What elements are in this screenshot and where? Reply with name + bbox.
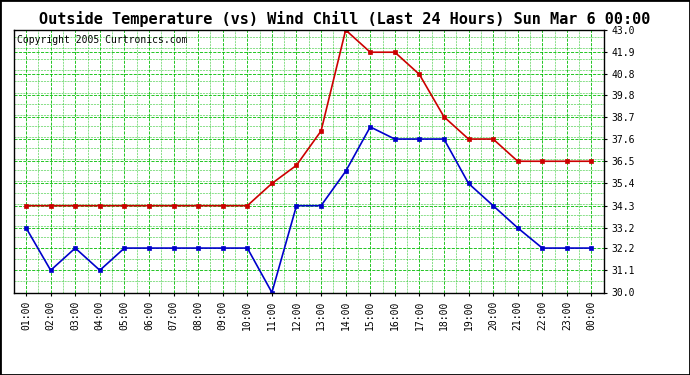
Text: Outside Temperature (vs) Wind Chill (Last 24 Hours) Sun Mar 6 00:00: Outside Temperature (vs) Wind Chill (Las… (39, 11, 651, 27)
Text: Copyright 2005 Curtronics.com: Copyright 2005 Curtronics.com (17, 35, 187, 45)
